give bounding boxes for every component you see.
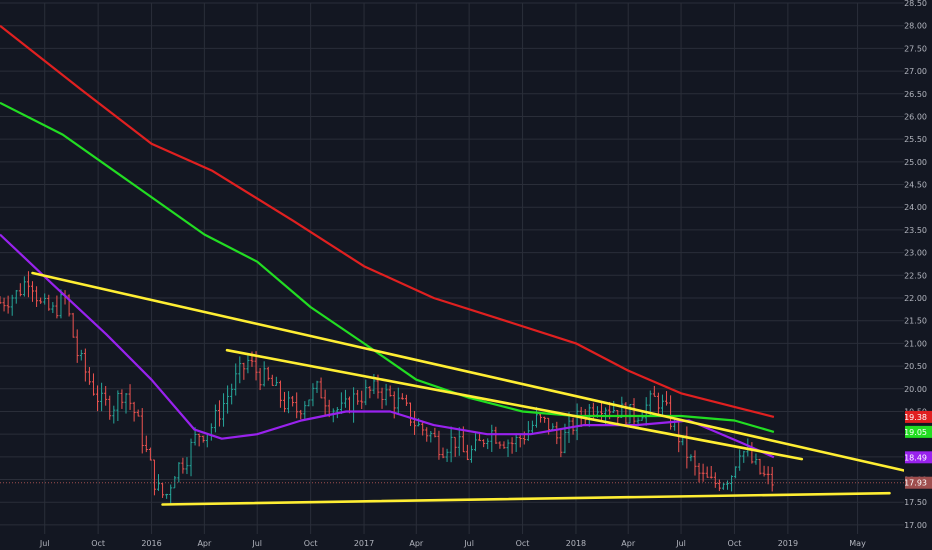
x-tick-label: Jul (675, 539, 686, 548)
x-tick-label: Jul (251, 539, 262, 548)
x-tick-label: Oct (304, 539, 318, 548)
price-axis[interactable]: 17.0017.5018.0018.5019.0019.5020.0020.50… (904, 0, 932, 550)
y-tick-label: 24.00 (904, 203, 927, 212)
trendline-1 (31, 271, 906, 472)
y-tick-label: 22.00 (904, 294, 927, 303)
price-badge (905, 476, 932, 489)
price-badge-text: 19.05 (904, 428, 927, 437)
grid-lines (0, 2, 904, 534)
trend-lines (31, 271, 906, 506)
price-badge (905, 410, 932, 423)
y-tick-label: 28.50 (904, 0, 927, 8)
x-tick-label: Oct (728, 539, 742, 548)
price-labels: 19.38 19.05 18.49 17.93 (904, 410, 932, 489)
y-tick-label: 22.50 (904, 271, 927, 280)
trendline-2 (225, 348, 804, 461)
x-tick-label: Apr (621, 539, 636, 548)
x-tick-label: Oct (91, 539, 105, 548)
y-tick-label: 24.50 (904, 181, 927, 190)
price-badge (905, 425, 932, 438)
ma-short-line (0, 233, 775, 459)
price-candles (0, 271, 774, 504)
y-tick-label: 23.00 (904, 249, 927, 258)
x-tick-label: May (849, 539, 866, 548)
y-tick-label: 25.50 (904, 135, 927, 144)
price-badge (905, 451, 932, 464)
x-tick-label: Apr (409, 539, 424, 548)
y-tick-label: 28.00 (904, 22, 927, 31)
trendline-3 (161, 491, 891, 506)
y-tick-label: 20.50 (904, 362, 927, 371)
x-tick-label: 2018 (566, 539, 586, 548)
x-tick-label: Jul (463, 539, 474, 548)
y-tick-label: 25.00 (904, 158, 927, 167)
y-tick-label: 23.50 (904, 226, 927, 235)
y-tick-label: 20.00 (904, 385, 927, 394)
price-badge-text: 18.49 (904, 453, 927, 462)
ma-long-line (0, 24, 775, 418)
x-tick-label: Jul (39, 539, 50, 548)
x-tick-label: Apr (197, 539, 212, 548)
x-tick-label: 2019 (778, 539, 798, 548)
time-axis[interactable]: Jul Oct 2016 Apr Jul Oct 2017 Apr Jul Oct 2018 Apr J… (39, 539, 866, 548)
y-tick-label: 21.00 (904, 339, 927, 348)
x-tick-label: 2017 (354, 539, 374, 548)
y-tick-label: 17.00 (904, 521, 927, 530)
y-tick-label: 21.50 (904, 317, 927, 326)
x-tick-label: 2016 (141, 539, 161, 548)
y-tick-label: 27.50 (904, 44, 927, 53)
price-badge-text: 19.38 (904, 413, 927, 422)
y-tick-label: 26.00 (904, 112, 927, 121)
x-tick-label: Oct (516, 539, 530, 548)
y-tick-label: 27.00 (904, 67, 927, 76)
y-tick-label: 26.50 (904, 90, 927, 99)
y-tick-label: 17.50 (904, 498, 927, 507)
price-badge-text: 17.93 (904, 479, 927, 488)
